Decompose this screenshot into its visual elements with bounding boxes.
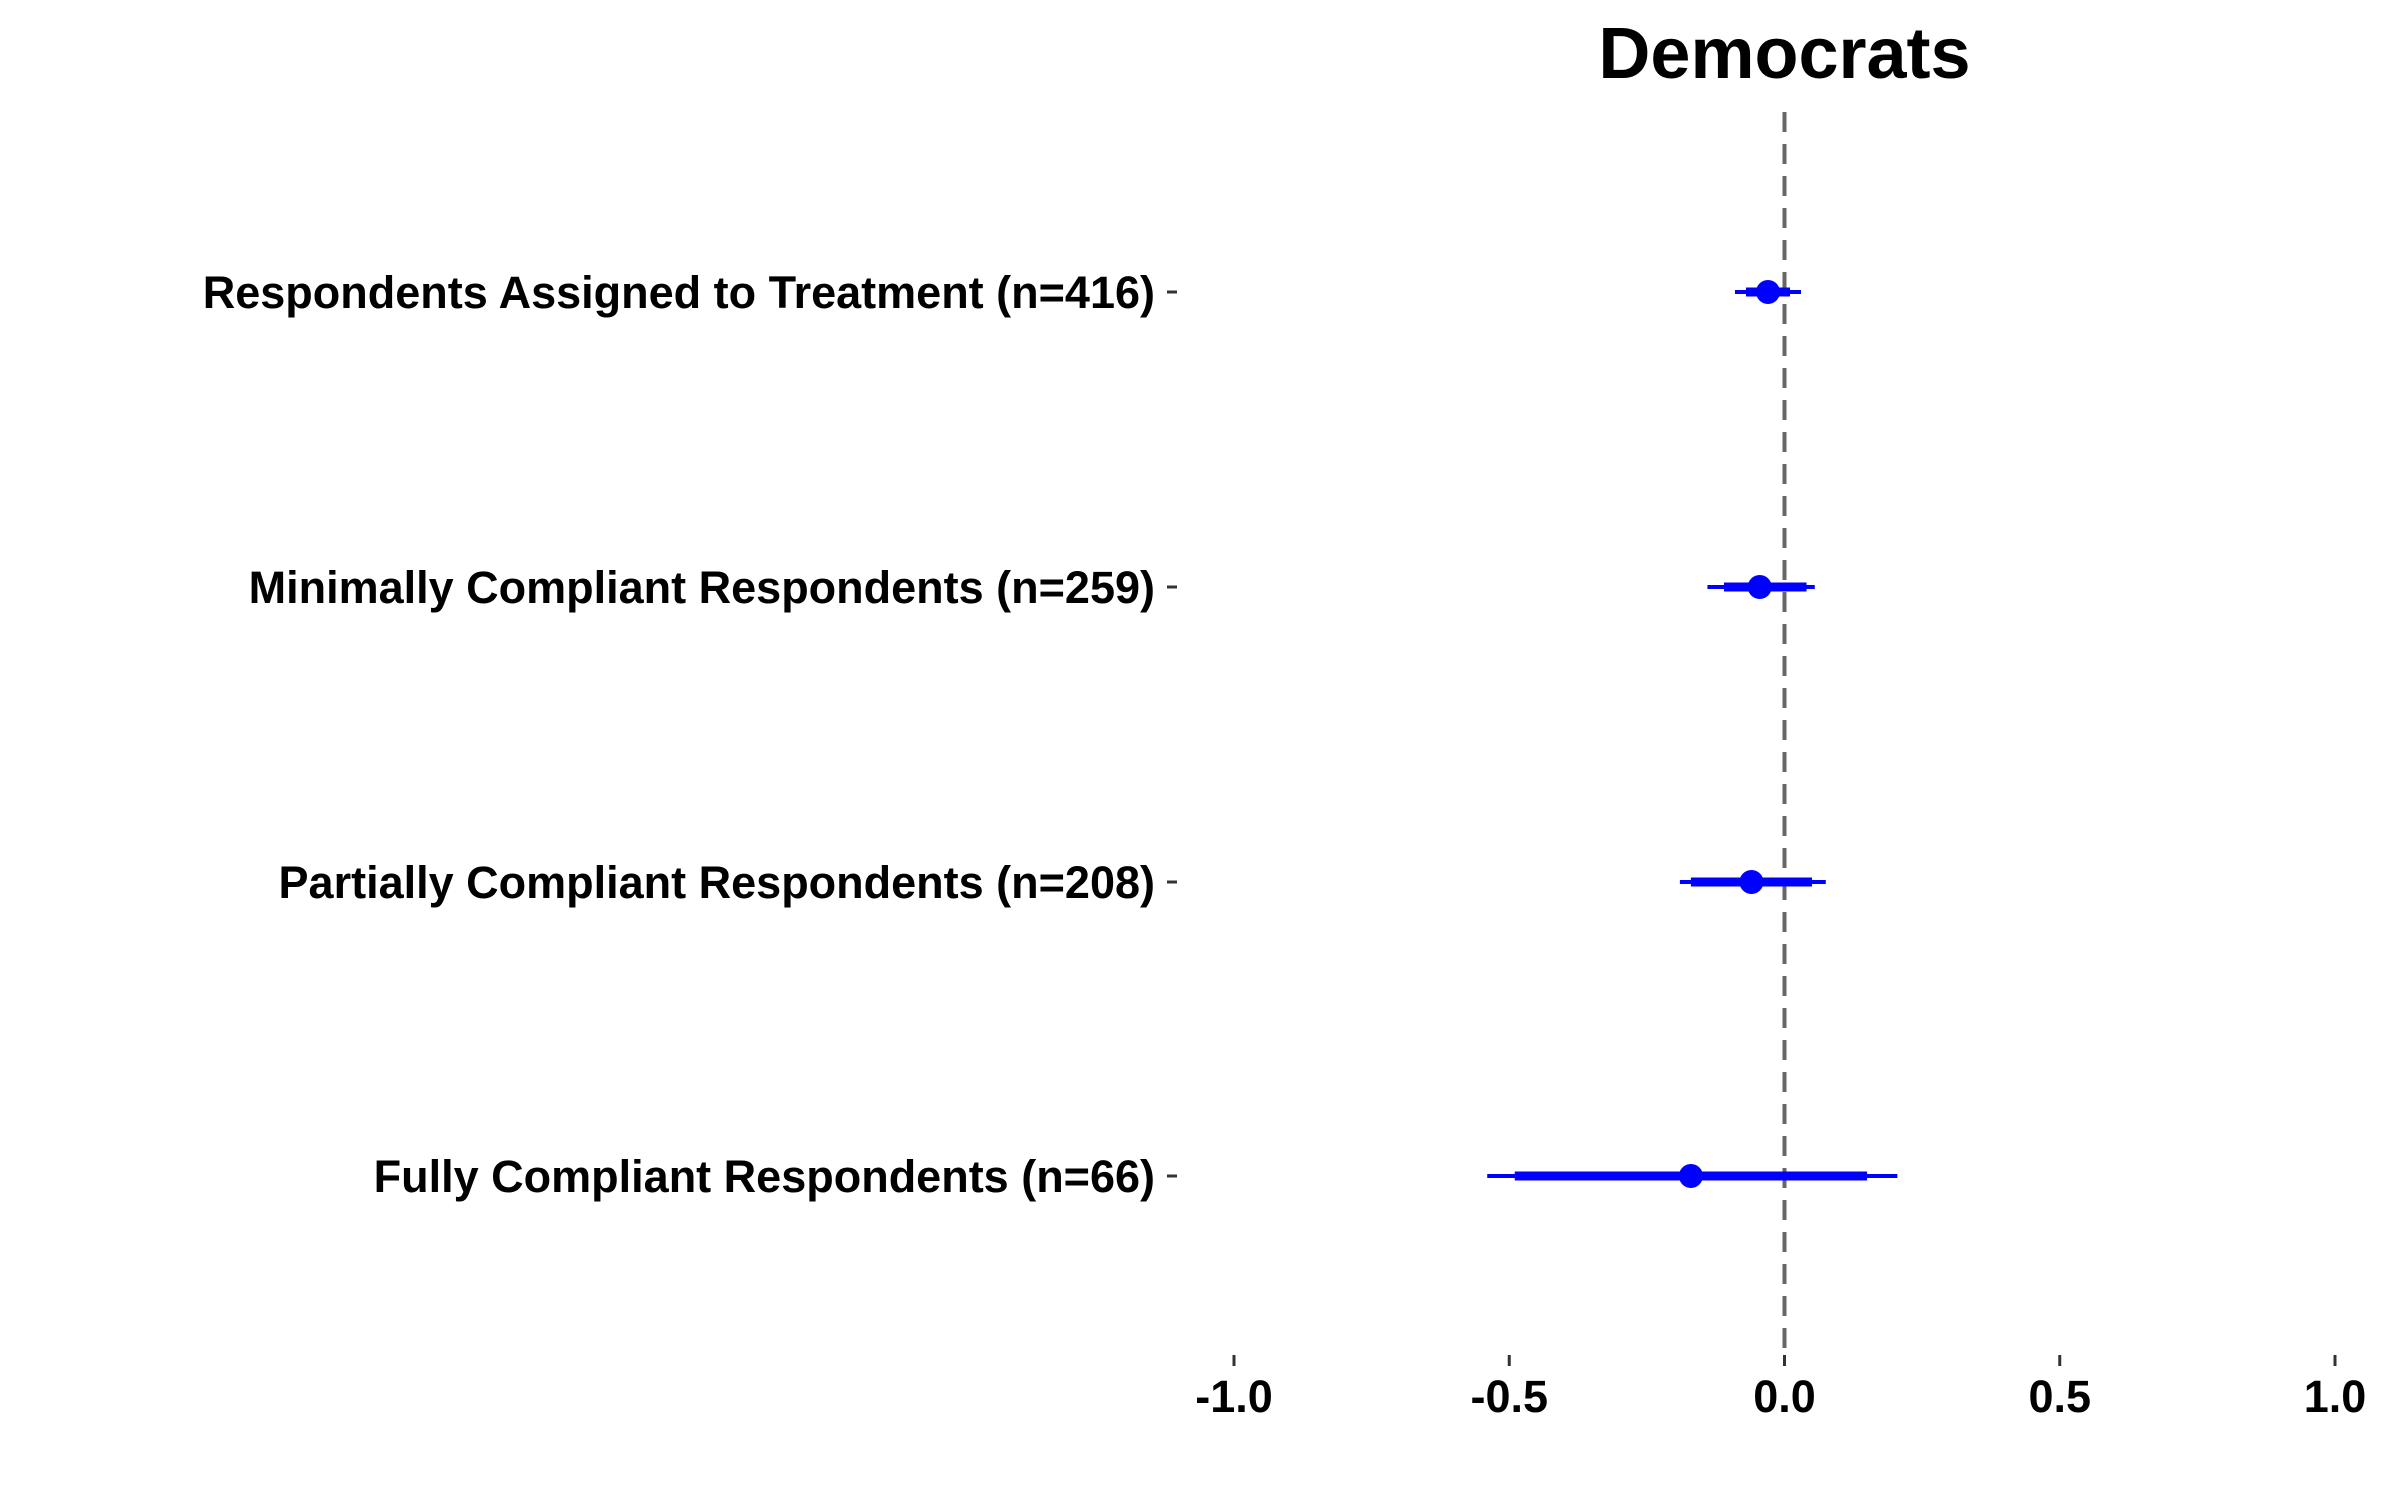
estimate-point bbox=[1755, 280, 1780, 304]
estimate-point bbox=[1747, 575, 1772, 599]
x-tick-label: -1.0 bbox=[1195, 1371, 1273, 1422]
estimate-point bbox=[1678, 1164, 1703, 1188]
category-label: Fully Compliant Respondents (n=66) bbox=[374, 1151, 1155, 1202]
chart-title: Democrats bbox=[1598, 14, 1970, 94]
estimate-point bbox=[1739, 870, 1764, 894]
x-tick-label: 0.0 bbox=[1753, 1371, 1816, 1422]
category-label: Partially Compliant Respondents (n=208) bbox=[279, 857, 1155, 908]
category-labels: Respondents Assigned to Treatment (n=416… bbox=[203, 267, 1177, 1202]
x-tick-label: -0.5 bbox=[1470, 1371, 1548, 1422]
x-tick-label: 1.0 bbox=[2304, 1371, 2367, 1422]
category-label: Minimally Compliant Respondents (n=259) bbox=[249, 562, 1155, 613]
category-label: Respondents Assigned to Treatment (n=416… bbox=[203, 267, 1155, 318]
x-axis: -1.0 -0.5 0.0 0.5 1.0 bbox=[1195, 1355, 2366, 1422]
estimate-marks bbox=[1487, 280, 1898, 1188]
x-tick-label: 0.5 bbox=[2028, 1371, 2091, 1422]
